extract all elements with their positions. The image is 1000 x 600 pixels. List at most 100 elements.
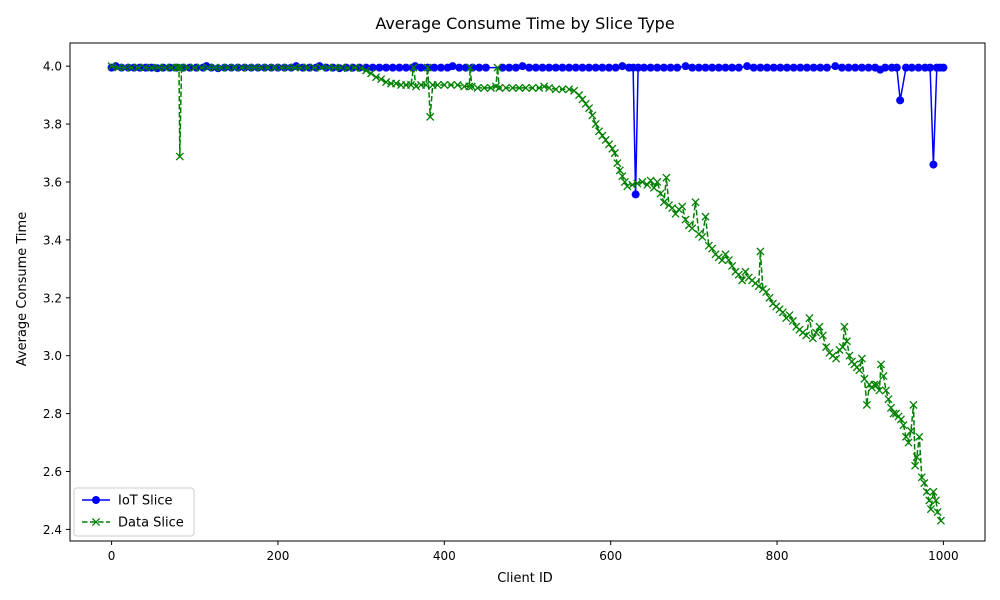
data-point	[926, 63, 935, 72]
data-point	[515, 83, 524, 92]
data-point	[688, 224, 697, 233]
chart-title: Average Consume Time by Slice Type	[375, 14, 674, 33]
data-point	[528, 83, 537, 92]
data-point	[481, 63, 490, 72]
data-point	[769, 63, 778, 72]
data-point	[831, 62, 840, 71]
data-point	[184, 63, 193, 72]
data-point	[531, 63, 540, 72]
data-point	[749, 63, 758, 72]
data-point	[433, 80, 442, 90]
data-point	[154, 63, 163, 72]
data-point	[440, 80, 449, 90]
y-tick-label: 4.0	[43, 60, 62, 74]
data-point	[448, 62, 457, 71]
data-point	[802, 63, 811, 72]
data-point	[920, 479, 929, 488]
data-point	[785, 311, 794, 320]
plot-area	[107, 62, 948, 525]
legend-entry: Data Slice	[82, 516, 184, 531]
data-point	[840, 322, 849, 331]
legend-entry: IoT Slice	[82, 494, 172, 509]
data-point	[230, 63, 239, 72]
data-point	[114, 63, 123, 72]
data-point	[809, 63, 818, 72]
data-point	[909, 400, 918, 409]
data-point	[421, 80, 431, 90]
data-point	[375, 63, 384, 72]
y-tick-label: 2.6	[43, 465, 62, 479]
data-point	[939, 63, 948, 72]
data-point	[486, 83, 495, 92]
data-point	[480, 83, 489, 92]
data-point	[802, 331, 811, 340]
data-point	[521, 83, 530, 92]
data-point	[884, 395, 893, 404]
data-point	[343, 64, 352, 73]
plot-frame	[69, 42, 986, 542]
data-point	[495, 83, 504, 92]
data-point	[382, 78, 391, 87]
data-point	[565, 63, 574, 72]
data-point	[237, 63, 246, 72]
data-point	[857, 63, 866, 72]
data-point	[436, 63, 445, 72]
x-tick-label: 800	[766, 549, 789, 563]
data-point	[545, 63, 554, 72]
data-point	[708, 63, 717, 72]
data-point	[911, 461, 920, 470]
data-point	[646, 63, 655, 72]
data-point	[631, 190, 640, 199]
data-point	[789, 63, 798, 72]
data-point	[778, 308, 787, 317]
data-point	[718, 256, 727, 265]
data-point	[297, 63, 306, 72]
data-point	[906, 426, 916, 436]
data-point	[688, 63, 697, 72]
data-point	[501, 83, 510, 92]
data-point	[783, 63, 792, 72]
data-point	[175, 152, 184, 161]
data-point	[493, 63, 502, 72]
data-point	[668, 203, 677, 213]
data-point	[473, 83, 482, 92]
data-point	[857, 354, 866, 363]
data-point	[322, 63, 331, 72]
data-point	[671, 209, 680, 218]
data-point	[904, 438, 913, 447]
data-point	[788, 316, 797, 326]
data-point	[310, 63, 319, 72]
data-point	[643, 180, 652, 189]
x-tick-label: 0	[108, 549, 116, 563]
data-point	[808, 334, 817, 343]
data-point	[855, 366, 864, 375]
y-tick-label: 3.6	[43, 175, 62, 189]
data-point	[355, 63, 364, 72]
data-point	[876, 360, 886, 369]
legend: IoT Slice Data Slice	[73, 487, 195, 537]
data-point	[575, 91, 584, 100]
data-point	[455, 63, 464, 72]
data-point	[896, 96, 905, 105]
data-point	[724, 256, 733, 265]
data-point	[120, 63, 129, 72]
data-point	[545, 83, 554, 92]
data-point	[508, 83, 517, 92]
legend-label: Data Slice	[118, 516, 184, 531]
data-point	[656, 189, 665, 198]
data-point	[922, 487, 931, 496]
data-point	[430, 63, 439, 72]
data-point	[842, 337, 851, 346]
data-point	[929, 487, 938, 496]
data-point	[323, 63, 332, 72]
data-point	[263, 63, 273, 72]
data-point	[881, 63, 890, 72]
data-point	[623, 182, 632, 191]
data-point	[851, 63, 860, 72]
data-point	[402, 63, 411, 72]
data-point	[618, 62, 627, 71]
data-point	[197, 63, 206, 72]
data-point	[270, 63, 279, 72]
data-point	[741, 267, 750, 276]
